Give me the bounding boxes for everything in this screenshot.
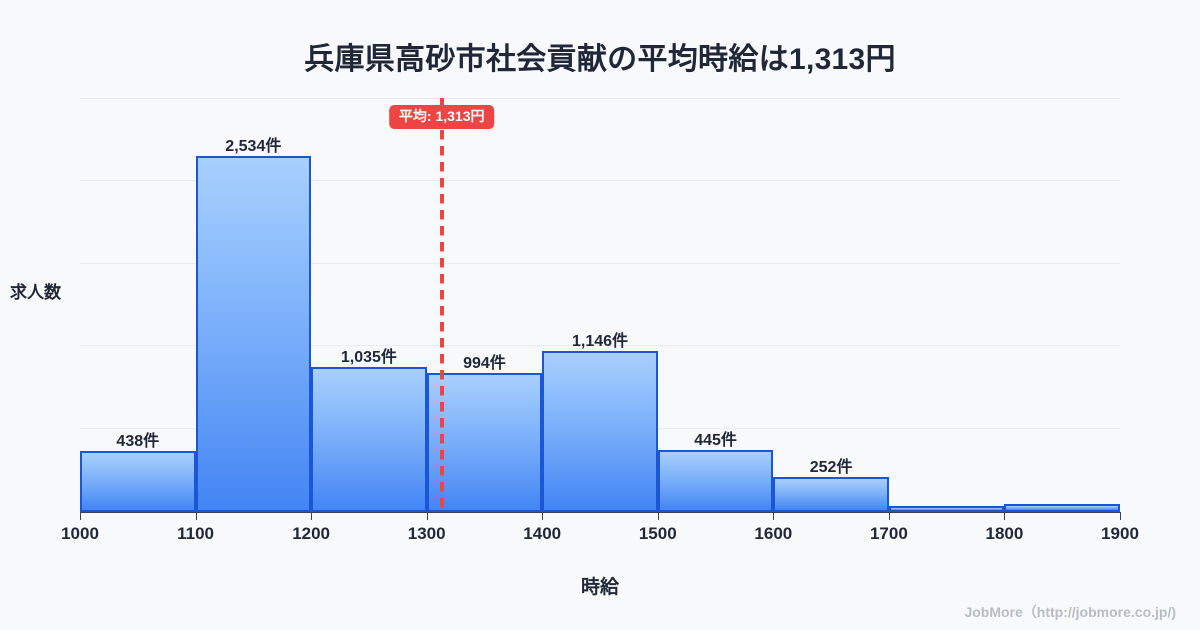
- bar: [542, 351, 658, 512]
- page-title: 兵庫県高砂市社会貢献の平均時給は1,313円: [304, 43, 896, 76]
- bar-value-label: 445件: [694, 431, 737, 449]
- x-axis: [80, 512, 1120, 513]
- x-axis-tick-label: 1100: [177, 524, 214, 543]
- x-axis-tick-label: 1500: [638, 524, 677, 543]
- x-axis-tick-label: 1200: [292, 524, 331, 543]
- average-line: [439, 98, 444, 512]
- bars-layer: 438件 2,534件 1,035件 994件 1,146件 445件 252件: [80, 98, 1120, 512]
- x-axis-tick: [311, 512, 313, 520]
- x-axis-tick-label: 1700: [869, 524, 908, 543]
- bar: [773, 476, 889, 512]
- x-axis-tick-label: 1300: [407, 524, 446, 543]
- x-axis-title: 時給: [580, 577, 619, 598]
- plot-area: 438件 2,534件 1,035件 994件 1,146件 445件 252件: [80, 98, 1120, 512]
- bar-value-label: 438件: [116, 432, 160, 450]
- x-axis-tick: [195, 512, 197, 520]
- x-axis-tick-label: 1000: [61, 524, 99, 543]
- x-axis-tick-label: 1800: [985, 524, 1024, 543]
- x-axis-tick: [80, 512, 81, 520]
- bar-value-label: 252件: [809, 458, 853, 476]
- bar-value-label: 1,035件: [340, 348, 397, 366]
- bar: [1004, 503, 1120, 512]
- bar: [80, 450, 196, 512]
- x-axis-tick: [542, 512, 544, 520]
- bar-value-label: 2,534件: [225, 138, 282, 156]
- gridline: [80, 263, 1120, 264]
- gridline: [80, 98, 1120, 99]
- bar-value-label: 1,146件: [571, 333, 629, 351]
- bar: [311, 366, 427, 512]
- x-axis-tick-label: 1400: [523, 524, 562, 543]
- x-axis-tick-label: 1900: [1101, 524, 1139, 543]
- x-axis-tick: [657, 512, 659, 520]
- bar: [195, 156, 312, 512]
- x-axis-tick: [1004, 512, 1006, 520]
- x-axis-tick-label: 1600: [754, 524, 793, 543]
- watermark: JobMore（http://jobmore.co.jp/): [964, 604, 1176, 620]
- gridline: [80, 345, 1120, 346]
- y-axis-title: 求人数: [10, 283, 61, 302]
- bar-value-label: 994件: [463, 354, 506, 372]
- bar: [657, 449, 774, 512]
- x-axis-tick: [773, 512, 775, 520]
- average-badge: 平均: 1,313円: [388, 105, 495, 130]
- bar: [888, 506, 1005, 512]
- x-axis-tick: [1120, 512, 1121, 520]
- gridline: [80, 180, 1120, 181]
- x-axis-tick: [888, 512, 890, 520]
- x-axis-tick: [426, 512, 428, 520]
- bar: [426, 372, 543, 512]
